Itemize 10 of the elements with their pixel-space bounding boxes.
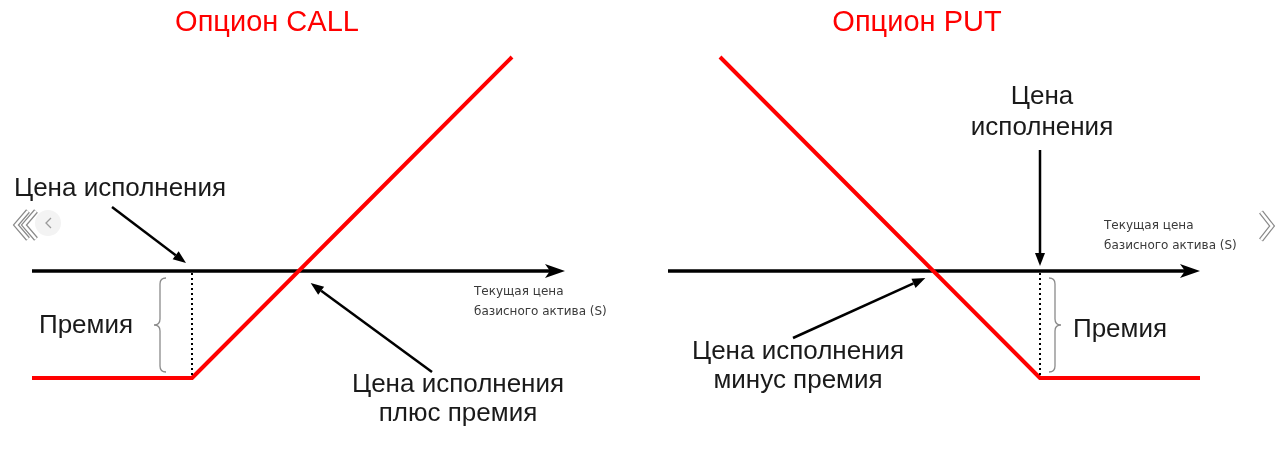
x-axis-title: Текущая цена базисного актива (S): [1103, 218, 1237, 253]
annotation: Премия: [1072, 313, 1168, 344]
annotation: Цена исполнения плюс премия: [351, 368, 565, 428]
annotation: Цена исполнения минус премия: [691, 335, 905, 395]
chart-title: Опцион PUT: [832, 5, 1002, 37]
chart-title: Опцион CALL: [175, 5, 359, 37]
annotation: Цена исполнения: [970, 80, 1114, 142]
annotation: Премия: [38, 309, 134, 340]
x-axis-title: Текущая цена базисного актива (S): [473, 284, 607, 319]
annotation: Цена исполнения: [13, 172, 227, 203]
